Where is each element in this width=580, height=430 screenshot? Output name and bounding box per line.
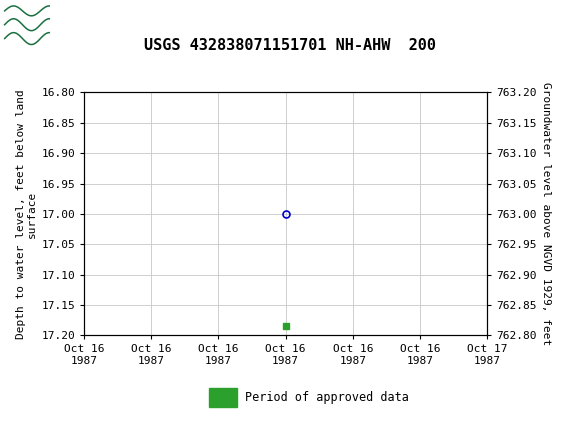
Y-axis label: Depth to water level, feet below land
surface: Depth to water level, feet below land su… xyxy=(16,89,37,339)
FancyBboxPatch shape xyxy=(3,4,52,46)
Text: Period of approved data: Period of approved data xyxy=(245,391,409,404)
Text: USGS 432838071151701 NH-AHW  200: USGS 432838071151701 NH-AHW 200 xyxy=(144,38,436,52)
Y-axis label: Groundwater level above NGVD 1929, feet: Groundwater level above NGVD 1929, feet xyxy=(541,82,551,346)
Text: USGS: USGS xyxy=(58,16,113,34)
FancyBboxPatch shape xyxy=(209,388,237,408)
